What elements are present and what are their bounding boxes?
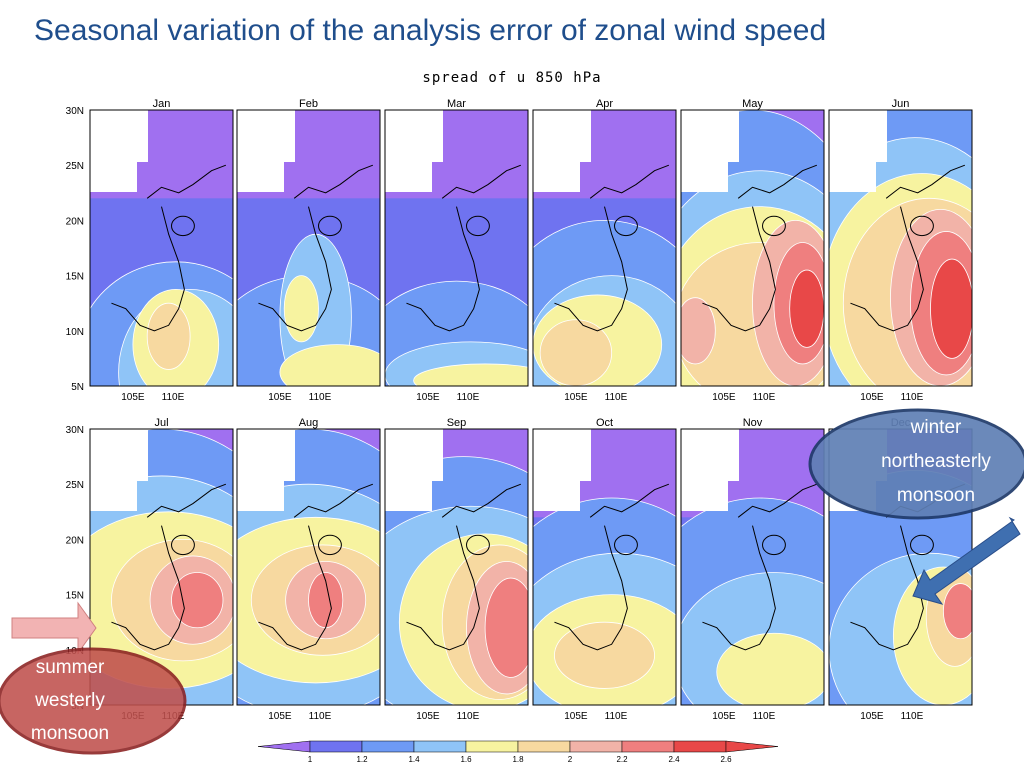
panel-label-sep: Sep [447,417,467,429]
x-tick-label: 105E [268,711,292,722]
colorbar-tick-label: 2.6 [720,755,732,764]
colorbar-tick-label: 1 [308,755,313,764]
x-tick-label: 110E [309,392,332,403]
x-tick-label: 110E [605,711,628,722]
x-tick-label: 105E [712,392,736,403]
colorbar-segment [725,740,779,753]
x-tick-label: 110E [457,392,480,403]
summer-arrow [11,601,97,655]
x-tick-label: 110E [162,392,185,403]
panel-label-oct: Oct [596,417,613,429]
colorbar-tick-label: 2.4 [668,755,680,764]
y-tick-label: 25N [66,161,84,172]
colorbar-segment [413,740,467,753]
x-tick-label: 110E [309,711,332,722]
slide-title: Seasonal variation of the analysis error… [34,14,827,47]
panel-label-jul: Jul [154,417,168,429]
panel-label-feb: Feb [299,98,318,110]
x-tick-label: 110E [901,392,924,403]
colorbar-tick-label: 1.8 [512,755,524,764]
colorbar-segment [517,740,571,753]
winter-annotation-line: winter [910,417,962,438]
map-panel-sep: Sep [384,417,529,706]
y-tick-label: 15N [66,272,84,283]
y-tick-label: 5N [71,382,84,393]
map-panel-apr: Apr [532,98,677,387]
winter-annotation-line: northeasterly [881,451,991,472]
map-panel-aug: Aug [236,417,381,706]
panel-label-may: May [742,98,763,110]
summer-annotation-line: monsoon [31,723,109,744]
x-tick-label: 105E [416,711,440,722]
winter-monsoon-annotation: winter northeasterly monsoon [808,408,1024,520]
map-panel-mar: Mar [384,98,529,387]
panel-label-mar: Mar [447,98,466,110]
map-panel-oct: Oct [532,417,677,706]
x-tick-label: 105E [860,392,884,403]
x-tick-label: 105E [416,392,440,403]
map-panel-may: May [680,98,825,387]
colorbar-segment [465,740,519,753]
panel-label-jan: Jan [153,98,171,110]
colorbar-tick-label: 1.2 [356,755,368,764]
colorbar-segment [309,740,363,753]
summer-annotation-line: summer [36,657,105,678]
chart-subtitle: spread of u 850 hPa [422,70,602,86]
winter-annotation-line: monsoon [897,485,975,506]
x-tick-label: 110E [753,711,776,722]
colorbar-tick-label: 1.6 [460,755,472,764]
colorbar-segment [257,740,311,753]
y-tick-label: 25N [66,480,84,491]
x-tick-label: 105E [121,392,145,403]
x-tick-label: 105E [564,711,588,722]
colorbar-segment [361,740,415,753]
x-tick-label: 110E [901,711,924,722]
winter-arrow [912,516,1021,605]
panel-label-apr: Apr [596,98,613,110]
colorbar-segment [621,740,675,753]
map-panel-jun: Jun [828,98,973,387]
x-tick-label: 105E [860,711,884,722]
y-tick-label: 20N [66,535,84,546]
colorbar-tick-label: 1.4 [408,755,420,764]
x-tick-label: 105E [712,711,736,722]
y-tick-label: 10N [66,327,84,338]
x-tick-label: 110E [605,392,628,403]
panel-label-jun: Jun [892,98,910,110]
map-panel-nov: Nov [680,417,825,706]
y-tick-label: 30N [66,106,84,117]
map-panel-feb: Feb [236,98,381,387]
map-panel-jan: Jan [89,98,234,387]
panel-label-aug: Aug [299,417,319,429]
y-tick-label: 20N [66,216,84,227]
colorbar-tick-label: 2 [568,755,573,764]
summer-annotation-line: westerly [34,690,105,711]
x-tick-label: 105E [564,392,588,403]
x-tick-label: 110E [753,392,776,403]
colorbar-tick-label: 2.2 [616,755,628,764]
colorbar-segment [569,740,623,753]
panel-label-nov: Nov [743,417,763,429]
y-tick-label: 30N [66,425,84,436]
colorbar-segment [673,740,727,753]
summer-monsoon-annotation: summer westerly monsoon [0,647,187,755]
x-tick-label: 110E [457,711,480,722]
x-tick-label: 105E [268,392,292,403]
y-tick-label: 15N [66,591,84,602]
